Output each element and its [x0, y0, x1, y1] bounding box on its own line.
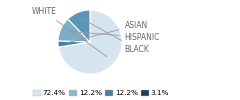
Wedge shape — [58, 19, 90, 42]
Text: BLACK: BLACK — [83, 19, 150, 54]
Legend: 72.4%, 12.2%, 12.2%, 3.1%: 72.4%, 12.2%, 12.2%, 3.1% — [33, 90, 169, 96]
Wedge shape — [68, 10, 90, 42]
Text: ASIAN: ASIAN — [66, 21, 148, 43]
Wedge shape — [58, 10, 122, 74]
Text: HISPANIC: HISPANIC — [69, 32, 160, 42]
Text: WHITE: WHITE — [31, 7, 107, 57]
Wedge shape — [58, 41, 90, 47]
